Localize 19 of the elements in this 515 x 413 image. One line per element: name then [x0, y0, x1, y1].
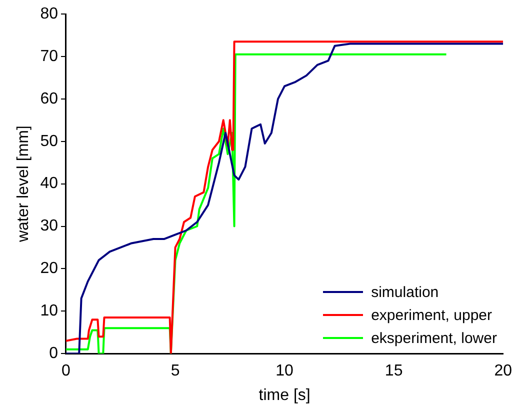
x-tick-label: 15: [384, 362, 403, 380]
legend-label: simulation: [371, 284, 439, 301]
y-axis-title: water level [mm]: [15, 126, 32, 244]
y-tick-label: 30: [40, 218, 58, 235]
y-tick-label: 70: [40, 48, 58, 65]
x-axis-title: time [s]: [258, 386, 310, 404]
y-tick-label: 80: [40, 5, 58, 22]
y-tick-label: 10: [40, 302, 58, 320]
x-tick-label: 20: [494, 362, 512, 380]
y-tick-label: 60: [40, 90, 58, 108]
x-tick-label: 10: [276, 362, 294, 380]
y-tick-label: 20: [40, 260, 58, 278]
y-tick-label: 0: [49, 345, 58, 362]
y-tick-label: 50: [40, 132, 58, 150]
y-tick-label: 40: [40, 175, 58, 192]
x-tick-label: 0: [62, 362, 71, 380]
legend-label: eksperiment, lower: [371, 330, 497, 347]
legend-label: experiment, upper: [371, 306, 492, 324]
x-tick-label: 5: [170, 362, 180, 380]
